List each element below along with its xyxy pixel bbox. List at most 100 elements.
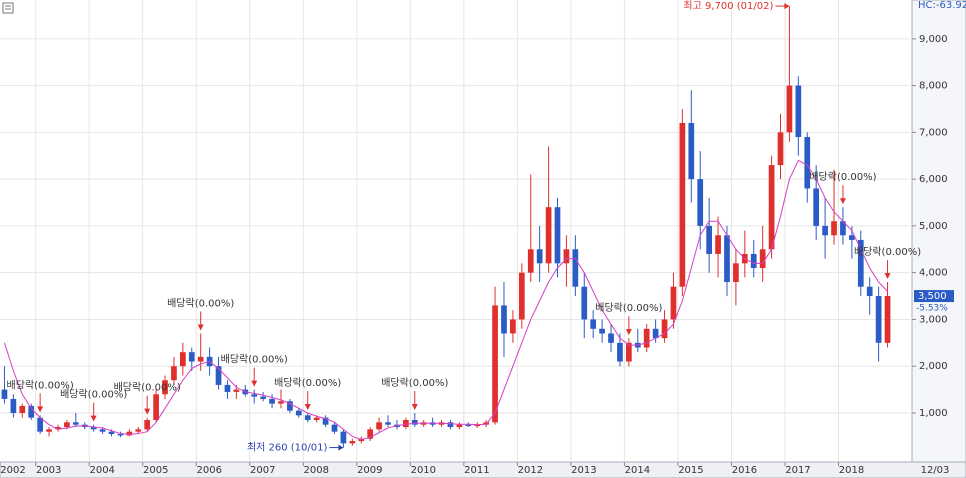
candle-body [715,235,721,254]
candle-body [367,429,374,439]
x-tick-label: 2002 [0,465,25,476]
x-tick-label: 2014 [625,465,650,476]
annotation-arrowhead [839,198,846,205]
candle-body [64,422,70,428]
y-tick-label: 4,000 [919,268,948,279]
x-tick-label: 2017 [785,465,810,476]
candle-body [304,415,311,420]
candle-body [313,417,320,420]
annotation-label: 배당락(0.00%) [221,354,288,366]
x-tick-label: 2018 [839,465,864,476]
x-tick-label: 2013 [571,465,596,476]
x-tick-label: 2009 [357,465,382,476]
candle-body [857,239,864,287]
candle-body [501,305,507,334]
candle-body [117,434,124,436]
x-tick-label: 2003 [36,465,61,476]
candle-body [510,319,516,334]
candle-body [795,85,802,138]
candle-body [822,225,828,236]
candle-body [251,394,258,397]
candle-body [287,401,293,411]
annotation-arrowhead [884,273,891,280]
candle-body [492,305,498,423]
annotation-arrowhead [411,403,418,410]
candle-body [108,431,115,435]
icon-frame[interactable] [2,2,14,14]
candle-body [331,424,338,432]
candle-body [804,137,811,189]
x-tick-label: 2010 [411,465,436,476]
x-tick-label: 2011 [464,465,489,476]
candle-body [875,296,882,343]
candle-body [162,380,168,395]
y-tick-label: 6,000 [919,174,948,185]
candle-body [322,417,329,425]
annotation-arrowhead [251,380,258,387]
candle-body [126,431,133,436]
candle-body [474,424,481,427]
candle-body [376,422,382,430]
candle-body [679,123,686,287]
candle-body [1,389,8,399]
date-label: 12/03 [921,465,950,476]
candle-body [215,366,222,385]
x-tick-label: 2005 [143,465,168,476]
x-tick-label: 2008 [304,465,329,476]
candle-body [572,249,579,287]
candle-body [269,398,275,404]
candle-body [724,235,730,283]
annotation-arrowhead [625,329,632,336]
annotation-label: 배당락(0.00%) [854,246,921,258]
candle-body [518,272,525,320]
candle-body [849,235,855,240]
y-tick-label: 1,000 [919,408,948,419]
candle-body [813,188,820,226]
candle-body [536,249,543,264]
x-tick-label: 2016 [732,465,757,476]
candle-body [90,427,97,430]
candle-body [866,286,873,297]
y-tick-label: 5,000 [919,221,948,232]
candle-body [340,431,347,444]
candle-body [28,405,35,418]
menu-icon[interactable] [2,2,14,14]
candle-body [385,422,391,425]
y-tick-label: 2,000 [919,361,948,372]
candle-body [224,384,231,392]
plot-area [0,0,912,462]
candle-body [55,427,61,430]
annotation-label: 배당락(0.00%) [60,389,127,401]
candle-body [411,419,418,425]
candle-body [706,225,712,254]
candle-body [37,417,43,432]
y-tick-label: 7,000 [919,127,948,138]
candle-body [617,342,623,362]
high-note: 최고 9,700 (01/02) [683,0,773,12]
annotation-arrowhead [197,324,204,331]
candle-body [72,422,79,425]
candle-body [447,422,454,428]
candle-body [661,319,668,339]
candle-body [99,429,106,432]
candle-body [403,419,409,428]
candle-body [688,123,695,180]
y-tick-label: 8,000 [919,81,948,92]
candle-body [777,132,784,166]
last-price-box [914,290,954,303]
y-axis-panel [911,0,966,463]
candle-body [643,328,650,348]
candle-body [590,319,597,329]
annotation-label: 배당락(0.00%) [167,297,234,309]
last-price-label: 3,500 [918,291,947,302]
candle-body [750,253,757,268]
moving-average [3,159,888,441]
candle-body [10,398,17,413]
candle-body [786,85,793,133]
candle-body [608,333,614,343]
y-tick-label: 9,000 [919,34,948,45]
candle-body [670,286,677,320]
low-note-arrowhead [338,444,344,451]
